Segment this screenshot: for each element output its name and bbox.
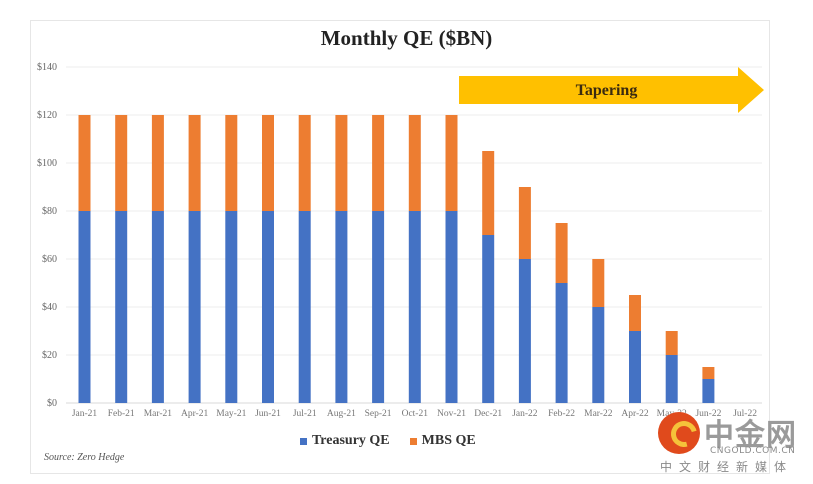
bar-treasury xyxy=(335,211,348,403)
bar-treasury xyxy=(408,211,421,403)
bar-mbs xyxy=(372,115,385,211)
bar-mbs xyxy=(592,259,605,307)
bar-treasury xyxy=(702,379,715,403)
legend-label-treasury: Treasury QE xyxy=(312,433,390,448)
y-axis-ticks: $0 $20 $40 $60 $80 $100 $120 $140 xyxy=(37,62,57,409)
bar-treasury xyxy=(629,331,641,403)
x-tick-label: Mar-21 xyxy=(144,409,173,419)
x-tick-label: Jul-22 xyxy=(733,409,757,419)
bar-treasury xyxy=(115,211,128,403)
tapering-arrow-icon xyxy=(459,67,764,113)
source-note: Source: Zero Hedge xyxy=(44,452,125,463)
watermark-tagline: 中文财经新媒体 xyxy=(660,460,794,474)
y-tick-label: $120 xyxy=(37,110,57,121)
bar-treasury xyxy=(298,211,311,403)
bar-mbs xyxy=(262,115,274,211)
bar-mbs xyxy=(151,115,164,211)
x-tick-label: Nov-21 xyxy=(437,409,466,419)
legend-label-mbs: MBS QE xyxy=(421,433,476,448)
tapering-annotation: Tapering xyxy=(459,67,764,113)
legend-swatch-treasury xyxy=(300,437,307,445)
bar-treasury xyxy=(445,211,458,403)
x-tick-label: Mar-22 xyxy=(584,409,613,419)
watermark: 中金网 CNGOLD.COM.CN 中文财经新媒体 xyxy=(652,408,812,478)
legend-item-treasury: Treasury QE xyxy=(300,433,390,449)
x-tick-label: Oct-21 xyxy=(402,409,429,419)
x-tick-label: Sep-21 xyxy=(365,409,392,419)
legend: Treasury QE MBS QE xyxy=(300,433,476,449)
bar-mbs xyxy=(518,187,531,259)
y-tick-label: $60 xyxy=(42,254,57,265)
bar-mbs xyxy=(482,151,495,235)
cngold-logo-icon xyxy=(658,412,702,454)
bar-mbs xyxy=(225,115,238,211)
x-tick-label: Jun-21 xyxy=(255,409,281,419)
bar-treasury xyxy=(151,211,164,403)
y-tick-label: $140 xyxy=(37,62,57,73)
x-tick-label: Feb-22 xyxy=(548,409,575,419)
bar-mbs xyxy=(408,115,421,211)
bar-mbs xyxy=(188,115,201,211)
x-tick-label: Apr-21 xyxy=(181,409,208,419)
bar-mbs xyxy=(445,115,458,211)
bar-treasury xyxy=(518,259,531,403)
bar-mbs xyxy=(78,115,91,211)
bar-treasury xyxy=(372,211,385,403)
legend-item-mbs: MBS QE xyxy=(409,433,476,449)
x-tick-label: Jan-21 xyxy=(72,409,98,419)
y-tick-label: $100 xyxy=(37,158,57,169)
legend-swatch-mbs xyxy=(409,437,417,445)
chart-title: Monthly QE ($BN) xyxy=(320,26,493,50)
bar-treasury xyxy=(225,211,238,403)
bar-mbs xyxy=(702,367,715,379)
x-tick-label: Jan-22 xyxy=(512,409,538,419)
bar-mbs xyxy=(665,331,678,355)
watermark-domain: CNGOLD.COM.CN xyxy=(710,446,796,456)
bar-treasury xyxy=(482,235,495,403)
x-tick-label: Dec-21 xyxy=(474,409,502,419)
bars xyxy=(78,115,715,403)
bar-mbs xyxy=(555,223,568,283)
bar-treasury xyxy=(188,211,201,403)
bar-mbs xyxy=(629,295,641,331)
y-tick-label: $20 xyxy=(42,350,57,361)
x-tick-label: Feb-21 xyxy=(108,409,135,419)
bar-treasury xyxy=(665,355,678,403)
x-tick-label: Jul-21 xyxy=(293,409,317,419)
bar-treasury xyxy=(592,307,605,403)
bar-treasury xyxy=(262,211,274,403)
y-tick-label: $80 xyxy=(42,206,57,217)
tapering-label: Tapering xyxy=(576,82,638,99)
x-tick-label: Apr-22 xyxy=(621,409,648,419)
bar-treasury xyxy=(555,283,568,403)
x-tick-label: Jun-22 xyxy=(695,409,721,419)
bar-treasury xyxy=(78,211,91,403)
x-tick-label: May-21 xyxy=(216,409,246,419)
x-tick-label: Aug-21 xyxy=(327,409,356,419)
y-tick-label: $40 xyxy=(42,302,57,313)
watermark-brand: 中金网 xyxy=(704,418,797,453)
y-tick-label: $0 xyxy=(47,398,57,409)
bar-mbs xyxy=(335,115,348,211)
bar-mbs xyxy=(115,115,128,211)
bar-mbs xyxy=(298,115,311,211)
